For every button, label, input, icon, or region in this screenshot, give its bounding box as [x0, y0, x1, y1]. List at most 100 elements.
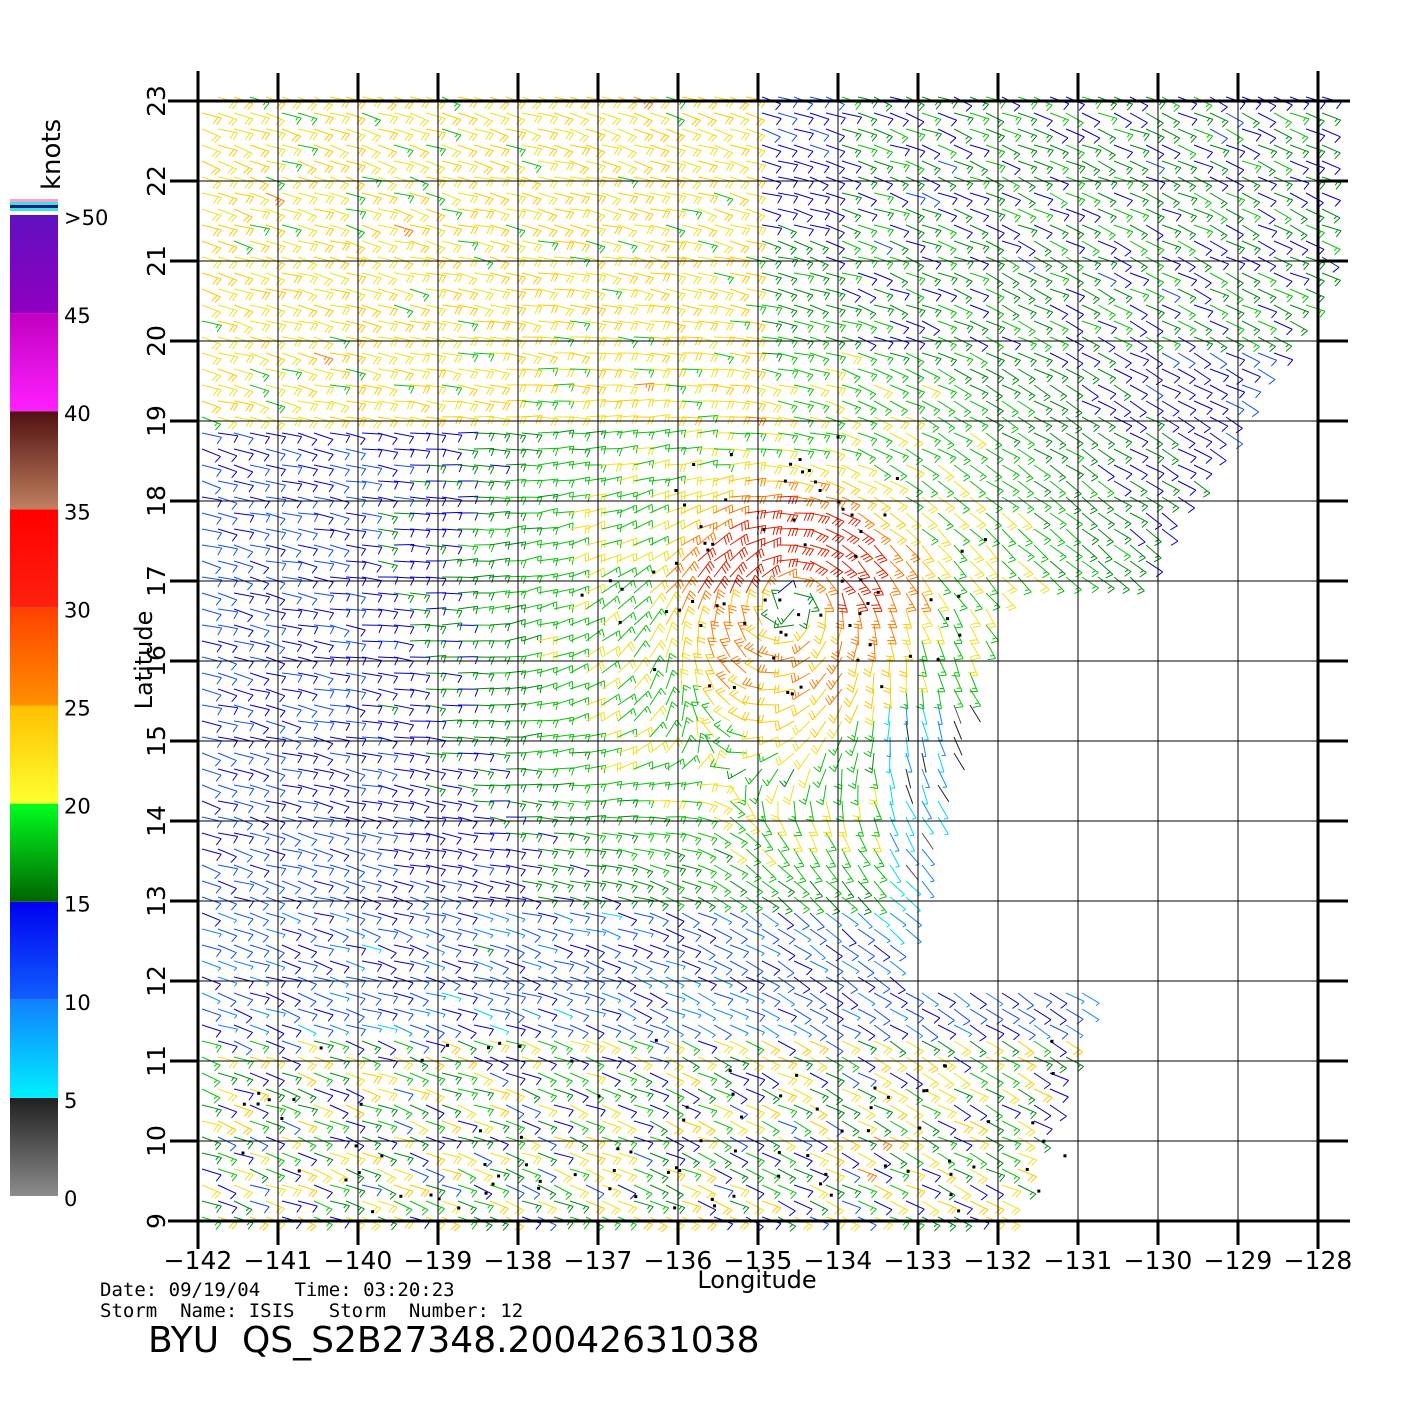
wind-barb	[698, 1169, 716, 1178]
wind-barb	[634, 1185, 652, 1194]
wind-barb-feather	[392, 1079, 397, 1085]
wind-barb-feather	[883, 703, 891, 705]
wind-barb-feather	[950, 1034, 956, 1039]
wind-barb-feather	[799, 800, 806, 805]
wind-barb-feather	[1029, 1147, 1035, 1152]
wind-barb	[250, 1185, 269, 1190]
wind-barb-feather	[1014, 1128, 1017, 1131]
wind-barb	[666, 1073, 684, 1081]
wind-barb-feather	[816, 878, 820, 879]
wind-barb-feather	[568, 1223, 573, 1229]
wind-barb-feather	[344, 775, 349, 781]
wind-barb-feather	[422, 1208, 425, 1211]
wind-barb-feather	[569, 1158, 574, 1165]
wind-barb-feather	[822, 1082, 828, 1087]
wind-barb-feather	[472, 1223, 477, 1229]
wind-barb-feather	[665, 835, 667, 839]
wind-barb-feather	[393, 694, 398, 701]
wind-barb-feather	[585, 802, 587, 806]
wind-barb-feather	[506, 739, 510, 746]
wind-barb-feather	[720, 638, 728, 639]
wind-barb	[922, 1137, 939, 1148]
wind-barb	[890, 1041, 906, 1053]
wind-barb-feather	[632, 868, 634, 871]
wind-barb-feather	[725, 1083, 731, 1088]
wind-barb	[826, 913, 842, 925]
wind-barb-feather	[633, 854, 638, 860]
wind-barb	[698, 1025, 715, 1035]
wind-barb	[234, 1169, 253, 1175]
wind-barb	[394, 1041, 413, 1048]
wind-barb-feather	[441, 741, 445, 748]
wind-barb-feather	[647, 886, 649, 889]
wind-barb-feather	[615, 1142, 618, 1145]
wind-barb-feather	[584, 1175, 589, 1181]
wind-barb-feather	[836, 956, 843, 961]
wind-barb-feather	[948, 1052, 955, 1057]
wind-barb-feather	[648, 852, 650, 855]
wind-barb-feather	[742, 1131, 748, 1136]
wind-barb	[986, 1169, 1005, 1176]
wind-barb-feather	[484, 1127, 489, 1133]
wind-barb-feather	[664, 1143, 669, 1149]
colorbar-tick-label: 45	[64, 304, 91, 328]
wind-barb-feather	[501, 1158, 506, 1164]
wind-barb-feather	[818, 1113, 824, 1118]
wind-barb	[842, 1169, 860, 1177]
wind-barb-feather	[427, 721, 430, 728]
wind-barb-feather	[281, 613, 285, 620]
wind-barb	[618, 676, 633, 689]
wind-barb-feather	[855, 1033, 861, 1039]
wind-barb	[922, 1057, 938, 1069]
wind-barb-feather	[489, 706, 491, 710]
wind-barb-feather	[782, 865, 790, 867]
wind-barb	[842, 961, 859, 971]
wind-barb-feather	[813, 745, 818, 751]
wind-barb	[314, 1089, 333, 1096]
wind-barb	[810, 1153, 828, 1161]
wind-barb	[490, 1121, 509, 1127]
wind-barb	[298, 913, 317, 919]
wind-barb	[234, 945, 253, 952]
wind-barb-feather	[773, 1129, 776, 1132]
wind-barb-feather	[361, 902, 366, 909]
wind-barb-feather	[822, 958, 825, 960]
wind-barb-feather	[536, 903, 541, 909]
wind-barb-feather	[684, 685, 691, 688]
wind-barb	[698, 945, 715, 955]
wind-barb-feather	[491, 935, 493, 938]
wind-barb-feather	[556, 702, 558, 710]
wind-barb-feather	[617, 1014, 622, 1020]
wind-barb-feather	[787, 973, 794, 977]
wind-barb-feather	[378, 787, 382, 794]
wind-barb-feather	[712, 1003, 715, 1006]
wind-barb-feather	[674, 1065, 680, 1070]
wind-barb	[666, 702, 672, 721]
wind-barb-feather	[442, 627, 445, 634]
wind-barb	[890, 1089, 908, 1098]
wind-barb-feather	[810, 731, 815, 737]
wind-barb-feather	[933, 1129, 936, 1131]
wind-barb-feather	[991, 641, 999, 643]
wind-barb	[698, 1121, 716, 1131]
wind-barb	[442, 833, 461, 838]
wind-barb-feather	[786, 908, 790, 910]
wind-barb-feather	[247, 952, 252, 958]
wind-barb-feather	[923, 643, 931, 644]
wind-barb-feather	[648, 900, 650, 903]
wind-barb-feather	[847, 736, 854, 740]
wind-barb	[490, 1153, 509, 1159]
wind-barb	[810, 1201, 828, 1210]
wind-barb-feather	[470, 1047, 473, 1050]
wind-barb-feather	[251, 967, 253, 970]
wind-barb	[202, 1089, 220, 1098]
wind-barb-feather	[585, 917, 589, 924]
wind-barb-feather	[538, 805, 542, 812]
wind-barb	[858, 1073, 876, 1081]
wind-barb-feather	[326, 1143, 329, 1146]
wind-barb-feather	[487, 1142, 489, 1145]
wind-barb-feather	[848, 669, 855, 673]
wind-barb-feather	[491, 641, 494, 649]
wind-barb	[794, 881, 809, 894]
wind-barb-feather	[217, 1046, 222, 1053]
